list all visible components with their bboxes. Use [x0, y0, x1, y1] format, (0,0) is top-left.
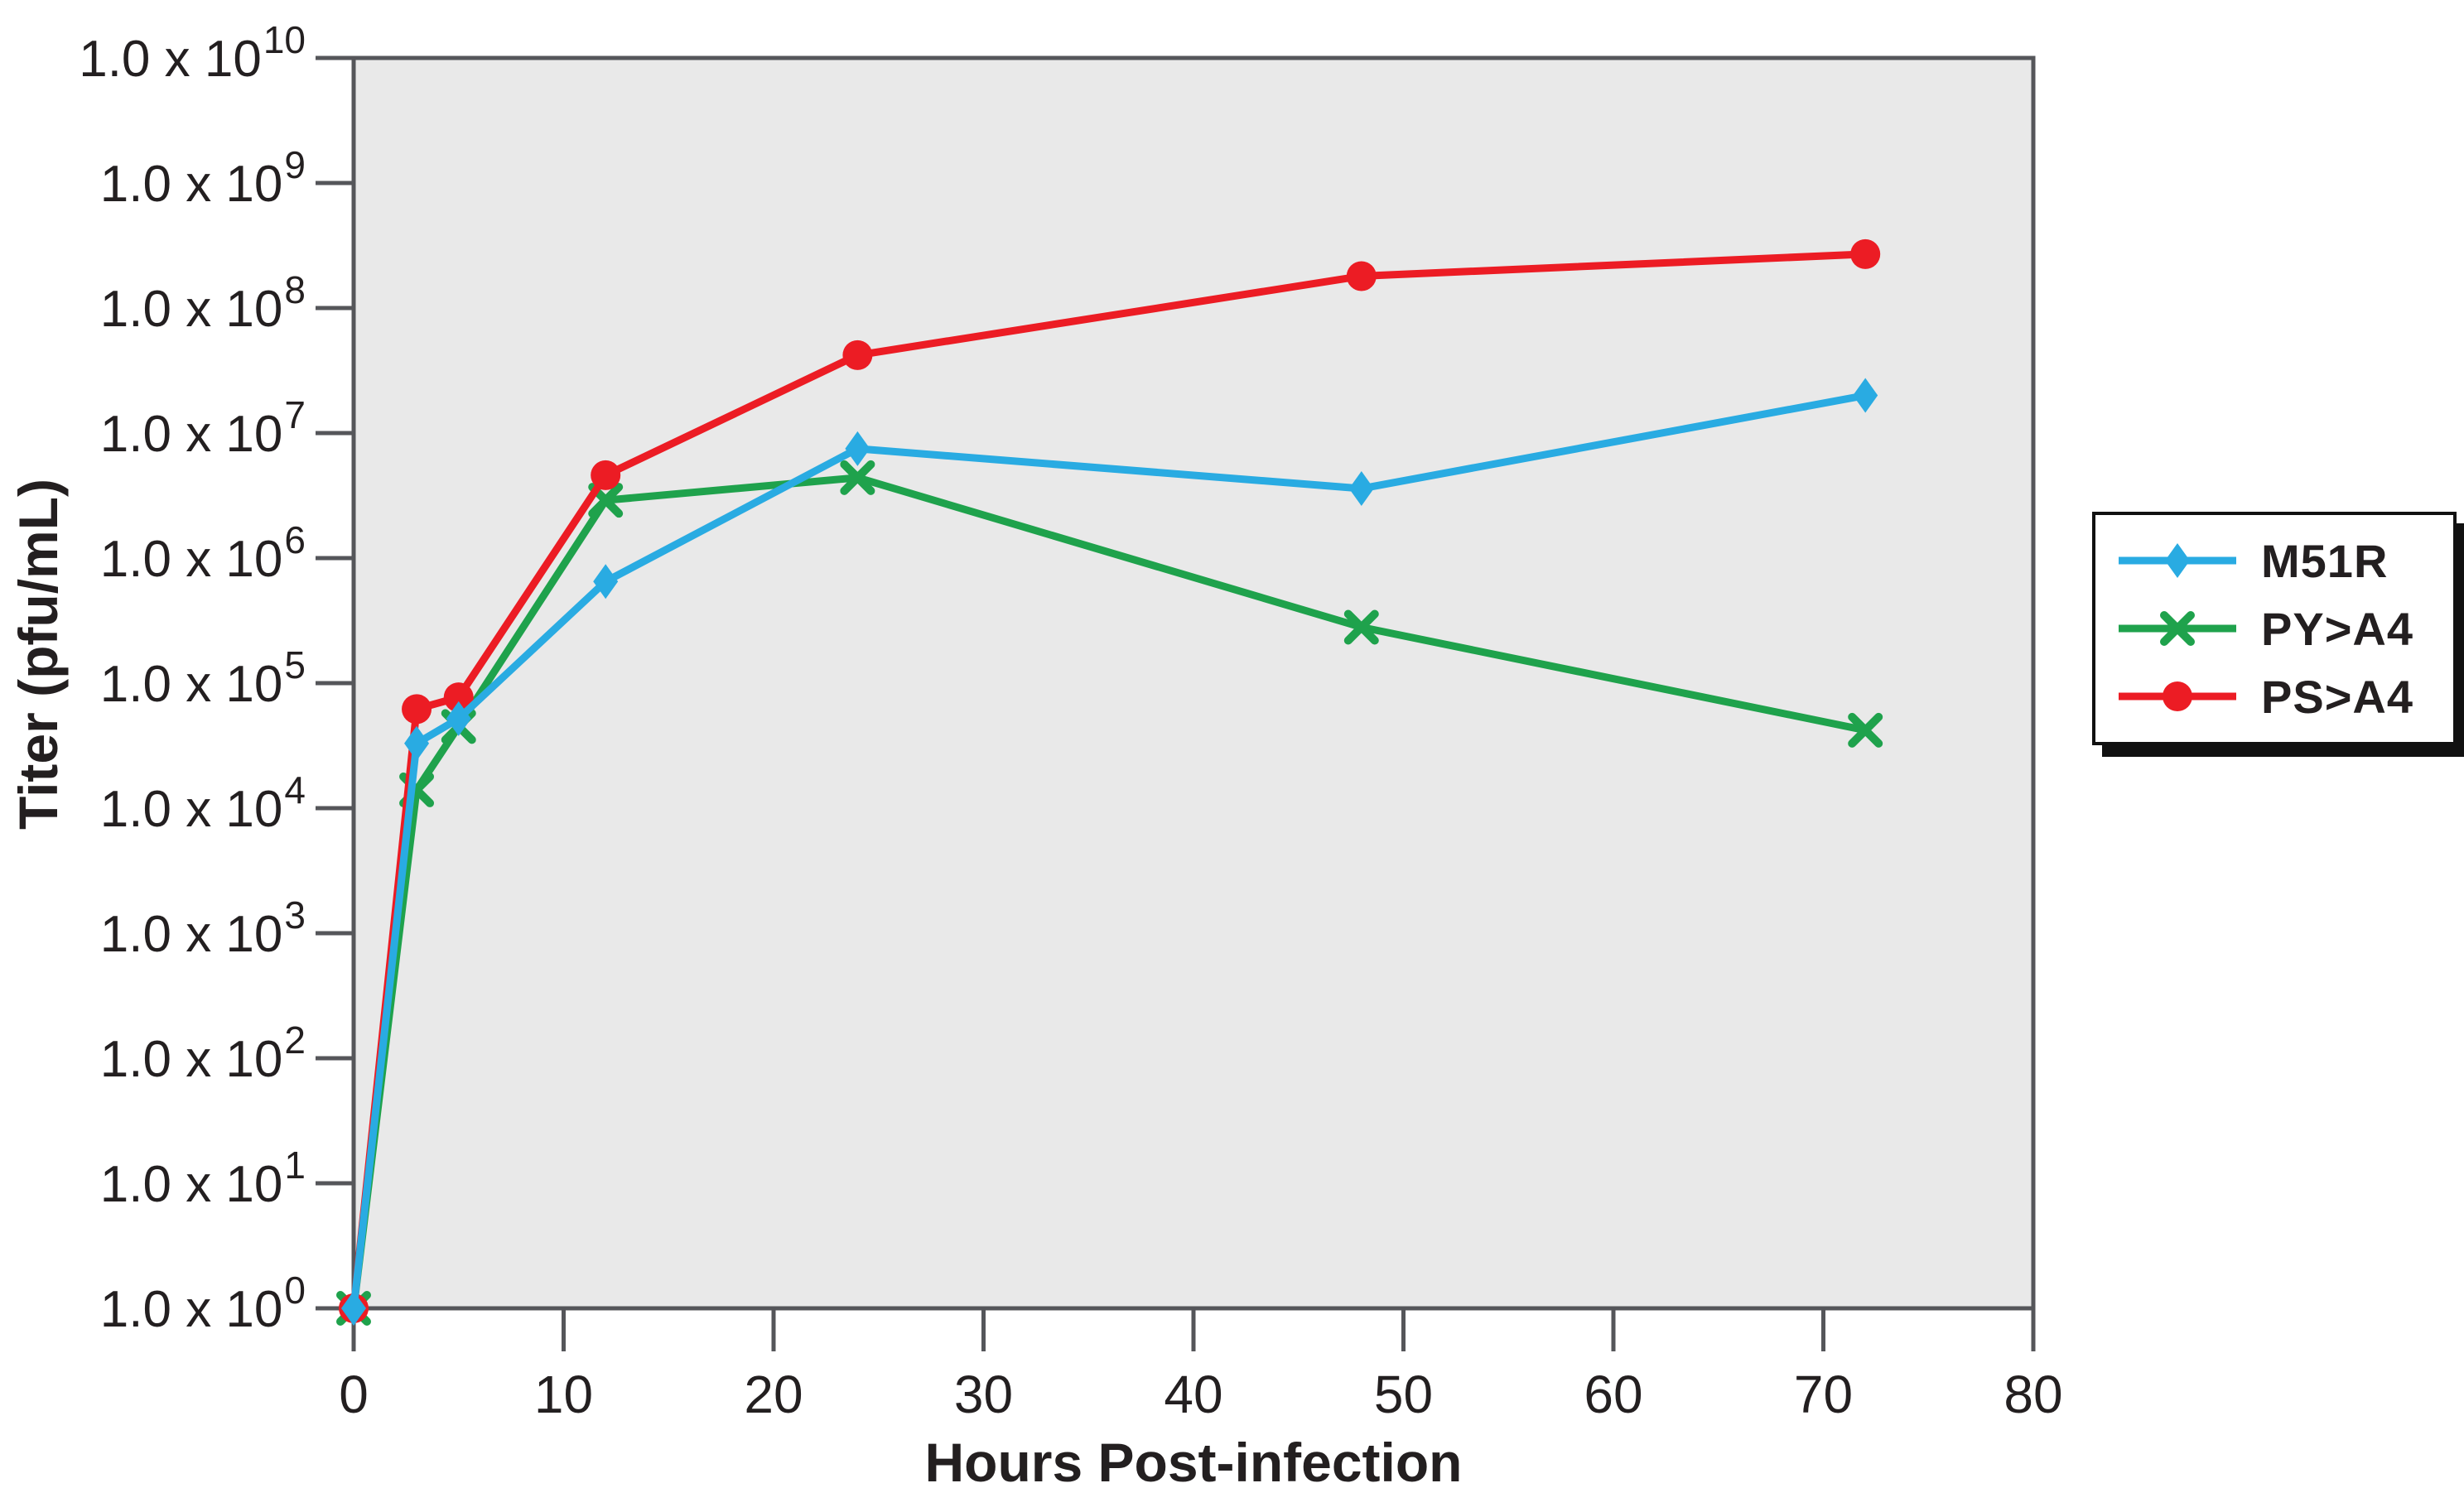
legend-label-py-a4: PY>A4: [2261, 602, 2413, 655]
series-M51R: [341, 378, 1878, 1326]
marker-x: [2160, 611, 2195, 646]
x-tick-label: 10: [534, 1365, 593, 1424]
y-tick-label: 1.0 x 106: [100, 518, 306, 588]
legend-swatch-m51r-icon: [2119, 543, 2236, 578]
y-tick-label: 1.0 x 102: [100, 1018, 306, 1088]
y-axis-title: Titer (pfu/mL): [7, 478, 69, 831]
legend-item-ps-a4: PS>A4: [2115, 670, 2447, 724]
x-tick-label: 40: [1164, 1365, 1222, 1424]
marker-diamond: [593, 564, 619, 600]
x-tick-label: 0: [339, 1365, 369, 1424]
marker-diamond: [404, 725, 430, 761]
x-axis-title: Hours Post-infection: [924, 1432, 1463, 1493]
marker-x: [840, 460, 875, 495]
x-tick-label: 80: [2004, 1365, 2062, 1424]
marker-circle: [1850, 238, 1881, 269]
x-tick-label: 20: [744, 1365, 803, 1424]
y-tick-label: 1.0 x 100: [100, 1269, 306, 1338]
y-tick-label: 1.0 x 105: [100, 643, 306, 713]
series-PS>A4: [339, 238, 1881, 1323]
legend-label-ps-a4: PS>A4: [2261, 670, 2413, 723]
y-tick-label: 1.0 x 107: [100, 393, 306, 463]
marker-diamond: [446, 701, 471, 736]
y-tick-label: 1.0 x 108: [100, 268, 306, 338]
marker-diamond: [1853, 378, 1878, 413]
legend-swatch-ps-a4-icon: [2119, 681, 2236, 711]
marker-diamond: [341, 1291, 366, 1326]
legend-item-m51r: M51R: [2115, 534, 2447, 588]
marker-circle: [591, 460, 621, 490]
y-tick-label: 1.0 x 109: [100, 143, 306, 213]
marker-diamond: [845, 431, 870, 466]
x-tick-label: 60: [1584, 1365, 1642, 1424]
marker-circle: [443, 682, 474, 713]
x-tick-label: 70: [1794, 1365, 1853, 1424]
marker-x: [1343, 609, 1379, 645]
legend-label-m51r: M51R: [2261, 534, 2389, 587]
marker-circle: [842, 339, 873, 370]
legend-item-py-a4: PY>A4: [2115, 602, 2447, 656]
marker-x: [1848, 712, 1883, 748]
marker-diamond: [2165, 543, 2190, 578]
y-tick-label: 1.0 x 101: [100, 1144, 306, 1213]
marker-diamond: [1348, 470, 1374, 506]
y-tick-label: 1.0 x 103: [100, 893, 306, 963]
legend: M51R PY>A4 PS>A4: [2092, 512, 2457, 745]
plot-area: [354, 58, 2033, 1308]
y-tick-label: 1.0 x 104: [100, 768, 306, 838]
y-tick-label: 1.0 x 1010: [79, 18, 306, 88]
legend-swatch-py-a4-icon: [2119, 611, 2236, 646]
x-tick-label: 50: [1374, 1365, 1433, 1424]
marker-circle: [1346, 261, 1377, 291]
marker-circle: [402, 694, 432, 725]
x-tick-label: 30: [954, 1365, 1013, 1424]
marker-circle: [2163, 681, 2192, 711]
